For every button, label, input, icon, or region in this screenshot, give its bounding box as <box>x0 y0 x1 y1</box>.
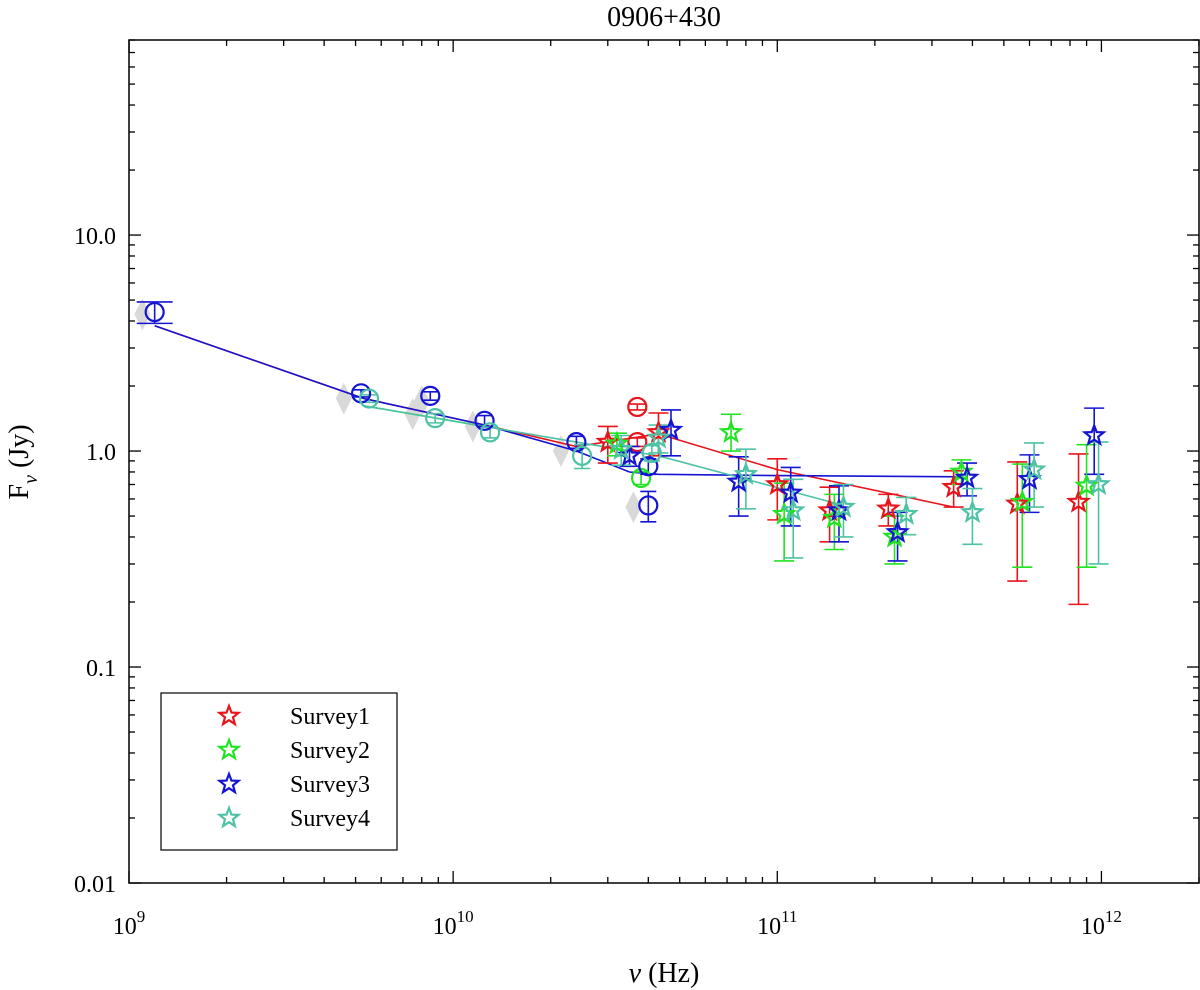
error-bar <box>1068 453 1089 606</box>
data-point-star <box>1081 422 1107 447</box>
error-bar <box>629 403 646 411</box>
error-bar <box>1084 407 1105 476</box>
legend-marker-survey2 <box>216 736 242 761</box>
x-tick-label: 1012 <box>1081 907 1122 940</box>
legend-label: Survey1 <box>290 704 370 730</box>
y-tick-label: 10.0 <box>74 224 116 250</box>
data-point-circle <box>425 408 446 429</box>
data-point-star <box>718 419 744 444</box>
data-point-circle <box>641 442 662 464</box>
data-point-circle <box>572 445 593 466</box>
y-tick-label: 1.0 <box>86 440 116 466</box>
data-point-circle <box>627 431 648 453</box>
data-point-star <box>1009 488 1035 513</box>
fit-line-survey3 <box>154 325 962 478</box>
data-point-star <box>830 493 857 518</box>
data-point-circle <box>638 456 659 477</box>
y-tick-label: 0.01 <box>74 872 116 898</box>
chart-title: 0906+430 <box>607 2 721 33</box>
legend-box <box>160 692 398 851</box>
error-bar <box>1088 441 1109 565</box>
fit-lines <box>154 325 962 508</box>
error-bar <box>1076 443 1097 568</box>
axis-ticks <box>128 39 1200 884</box>
x-axis-label: ν (Hz) <box>629 958 700 989</box>
data-point-star <box>764 471 790 496</box>
legend: Survey1 Survey2 Survey3 Survey4 <box>160 692 398 851</box>
data-point-star <box>885 519 911 544</box>
data-point-star <box>1074 472 1100 497</box>
data-point-star <box>778 479 804 504</box>
data-point-circle <box>630 467 652 489</box>
data-point-star <box>875 495 901 520</box>
y-tick-labels: 0.01 0.1 1.0 10.0 <box>74 224 116 898</box>
x-tick-label: 1010 <box>433 907 474 940</box>
y-axis-label: Fν (Jy) <box>4 424 42 499</box>
data-point-star <box>821 504 847 529</box>
x-tick-labels: 109 1010 1011 1012 <box>113 907 1122 940</box>
data-point-star <box>959 499 985 524</box>
x-tick-label: 109 <box>113 907 146 940</box>
archival-point <box>335 382 352 415</box>
data-point-star <box>658 416 684 441</box>
data-point-circle <box>627 396 648 418</box>
data-point-star <box>1086 471 1112 496</box>
archival-point <box>625 491 642 524</box>
legend-marker-survey4 <box>216 804 242 829</box>
data-point-star <box>733 461 759 485</box>
error-bar <box>1007 461 1028 582</box>
data-point-circle <box>479 422 501 443</box>
data-point-star <box>1021 456 1047 481</box>
archival-point <box>134 298 151 331</box>
data-point-star <box>948 458 974 483</box>
data-point-star <box>608 436 634 460</box>
data-point-circle <box>358 388 380 409</box>
data-markers <box>144 301 1112 548</box>
legend-label: Survey4 <box>290 806 370 832</box>
data-point-circle <box>420 385 441 407</box>
legend-label: Survey3 <box>290 772 370 798</box>
data-point-star <box>771 501 797 525</box>
y-tick-label: 0.1 <box>86 656 116 682</box>
data-point-star <box>604 430 630 455</box>
error-bar <box>427 412 444 424</box>
data-point-star <box>780 497 806 522</box>
legend-label: Survey2 <box>290 738 370 764</box>
x-tick-label: 1011 <box>757 907 797 940</box>
error-bar <box>783 478 804 559</box>
data-point-star <box>893 501 919 525</box>
fit-line-survey1 <box>154 325 954 508</box>
legend-marker-survey3 <box>216 770 242 795</box>
data-point-star <box>1065 488 1092 513</box>
data-point-star <box>617 442 642 467</box>
data-point-circle <box>566 431 587 453</box>
legend-marker-survey1 <box>216 702 242 727</box>
data-point-circle <box>638 495 659 516</box>
error-bar <box>422 391 439 401</box>
data-point-circle <box>144 301 165 323</box>
data-point-star <box>954 464 980 489</box>
data-point-star <box>646 424 671 449</box>
data-point-circle <box>474 410 495 431</box>
